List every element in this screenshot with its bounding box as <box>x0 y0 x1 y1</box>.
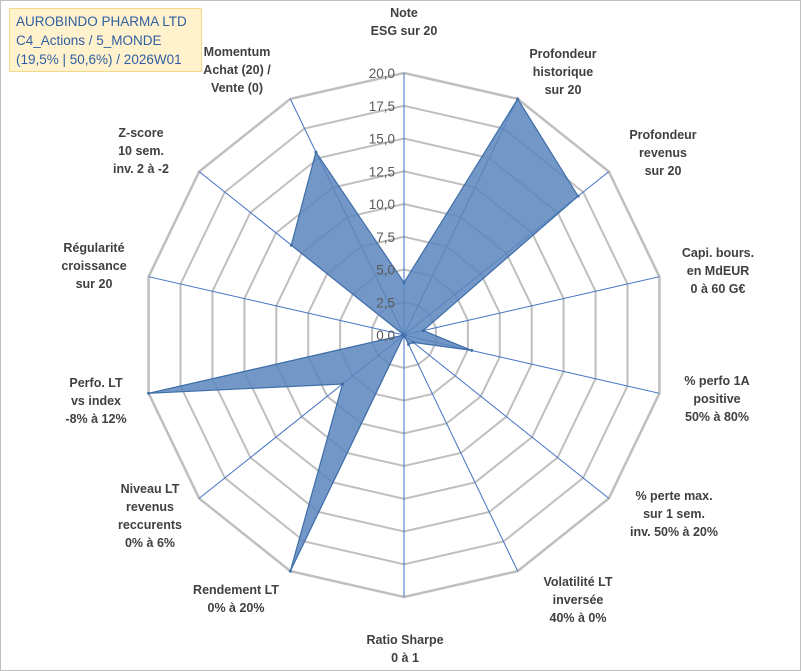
tick-label: 17,5 <box>369 99 395 114</box>
axis-label: Momentum Achat (20) / Vente (0) <box>203 45 271 95</box>
series-point <box>470 348 474 352</box>
series-point <box>341 382 344 386</box>
axis-label-line: sur 20 <box>76 277 113 291</box>
axis-label-line: Vente (0) <box>211 81 263 95</box>
series-point <box>288 569 292 573</box>
tick-label: 2,5 <box>376 295 395 310</box>
axis-label-line: Profondeur <box>529 47 596 61</box>
axis-label: Niveau LT revenus reccurents 0% à 6% <box>118 482 182 550</box>
axis-label-line: Capi. bours. <box>682 246 754 260</box>
axis-label: Profondeur revenus sur 20 <box>629 128 696 178</box>
axis-label-line: revenus <box>126 500 174 514</box>
tick-label: 12,5 <box>369 164 395 179</box>
axis-label: % perfo 1A positive 50% à 80% <box>684 374 749 424</box>
axis-label-line: Note <box>390 6 418 20</box>
axis-label-line: vs index <box>71 394 121 408</box>
axis-label-line: sur 1 sem. <box>643 507 705 521</box>
axis-label: % perte max. sur 1 sem. inv. 50% à 20% <box>630 489 718 539</box>
axis-label-line: Régularité <box>63 241 124 255</box>
axis-label: Rendement LT 0% à 20% <box>193 583 279 615</box>
series-point <box>147 391 151 395</box>
axis-label-line: Profondeur <box>629 128 696 142</box>
tick-label: 7,5 <box>376 230 395 245</box>
axis-label-line: Perfo. LT <box>69 376 123 390</box>
axis-label: Z-score 10 sem. inv. 2 à -2 <box>113 126 169 176</box>
axis-label-line: 0% à 6% <box>125 536 175 550</box>
axis-label-line: en MdEUR <box>687 264 750 278</box>
axis-label-line: Ratio Sharpe <box>366 633 443 647</box>
series-point <box>402 333 406 337</box>
series-point <box>407 342 410 346</box>
series-point <box>421 329 425 333</box>
axis-label-line: ESG sur 20 <box>371 24 438 38</box>
axis-label-line: inversée <box>553 593 604 607</box>
series-point <box>576 194 580 198</box>
tick-label: 0,0 <box>376 328 395 343</box>
radar-series <box>147 97 580 573</box>
series-point <box>402 281 406 285</box>
axis-labels: Note ESG sur 20 Profondeur historique sur 20… <box>61 6 754 665</box>
axis-label: Capi. bours. en MdEUR 0 à 60 G€ <box>682 246 754 296</box>
axis-label-line: sur 20 <box>645 164 682 178</box>
title-period: (19,5% | 50,6%) / 2026W01 <box>16 52 182 67</box>
series-point <box>516 97 520 101</box>
axis-label-line: 0 à 1 <box>391 651 419 665</box>
chart-title-box: AUROBINDO PHARMA LTD C4_Actions / 5_MOND… <box>9 8 202 72</box>
tick-label: 10,0 <box>369 197 395 212</box>
title-company: AUROBINDO PHARMA LTD <box>16 14 187 29</box>
axis-label-line: Niveau LT <box>121 482 180 496</box>
axis-label-line: revenus <box>639 146 687 160</box>
axis-spoke <box>403 334 519 572</box>
axis-label-line: positive <box>693 392 740 406</box>
axis-label-line: inv. 50% à 20% <box>630 525 718 539</box>
axis-label: Volatilité LT inversée 40% à 0% <box>544 575 613 625</box>
axis-label: Ratio Sharpe 0 à 1 <box>366 633 443 665</box>
axis-label-line: -8% à 12% <box>65 412 126 426</box>
axis-label-line: Rendement LT <box>193 583 279 597</box>
series-point <box>411 340 415 344</box>
series-point <box>289 243 293 247</box>
axis-label: Perfo. LT vs index -8% à 12% <box>65 376 126 426</box>
axis-label: Profondeur historique sur 20 <box>529 47 596 97</box>
axis-spoke <box>403 276 660 336</box>
axis-label-line: 50% à 80% <box>685 410 749 424</box>
axis-label-line: 0 à 60 G€ <box>691 282 746 296</box>
radial-tick-labels: 0,0 2,5 5,0 7,5 10,0 12,5 15,0 17,5 20,0 <box>369 66 395 343</box>
axis-label-line: sur 20 <box>545 83 582 97</box>
axis-spoke <box>148 276 405 336</box>
axis-label-line: historique <box>533 65 593 79</box>
axis-label-line: Z-score <box>118 126 163 140</box>
axis-label: Régularité croissance sur 20 <box>61 241 126 291</box>
axis-label: Note ESG sur 20 <box>371 6 438 38</box>
axis-spoke <box>403 334 610 499</box>
axis-label-line: 10 sem. <box>118 144 164 158</box>
axis-label-line: Achat (20) / <box>203 63 271 77</box>
axis-label-line: inv. 2 à -2 <box>113 162 169 176</box>
axis-label-line: Volatilité LT <box>544 575 613 589</box>
tick-label: 5,0 <box>376 263 395 278</box>
tick-label: 20,0 <box>369 66 395 81</box>
axis-label-line: croissance <box>61 259 126 273</box>
axis-label-line: % perfo 1A <box>684 374 749 388</box>
axis-label-line: reccurents <box>118 518 182 532</box>
axis-label-line: 0% à 20% <box>208 601 265 615</box>
axis-label-line: % perte max. <box>635 489 712 503</box>
axis-label-line: Momentum <box>204 45 271 59</box>
title-category: C4_Actions / 5_MONDE <box>16 33 162 48</box>
tick-label: 15,0 <box>369 132 395 147</box>
axis-label-line: 40% à 0% <box>550 611 607 625</box>
series-point <box>314 150 318 154</box>
